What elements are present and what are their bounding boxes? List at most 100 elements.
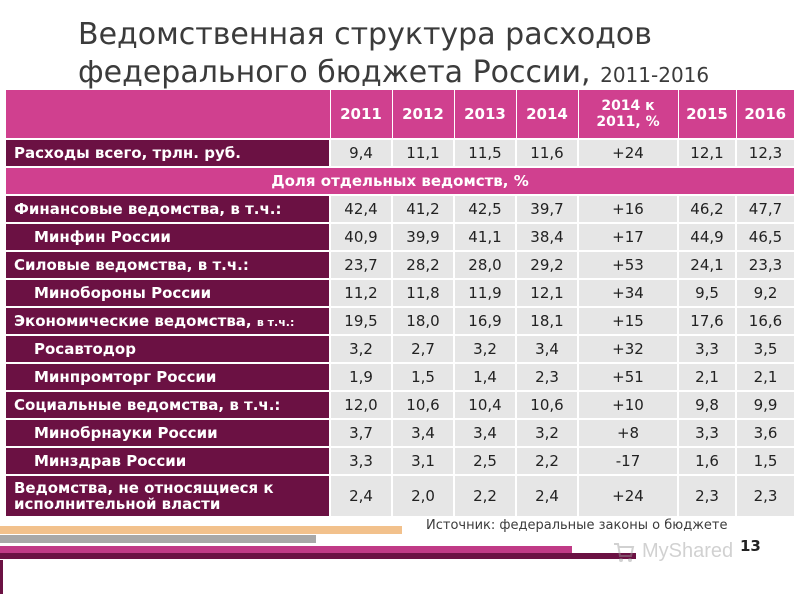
cell-value: +24 <box>577 138 678 167</box>
cell-value: 11,9 <box>453 278 516 307</box>
decor-bar-grey <box>0 535 316 543</box>
cell-value: 3,1 <box>391 446 454 475</box>
page-number: 13 <box>740 537 761 555</box>
cell-value: 19,5 <box>329 306 392 335</box>
section-heading: Доля отдельных ведомств, % <box>6 166 794 195</box>
cell-value: 29,2 <box>515 250 578 279</box>
cell-value: 1,5 <box>735 446 794 475</box>
cell-value: 40,9 <box>329 222 392 251</box>
slide-title: Ведомственная структура расходов федерал… <box>78 16 709 94</box>
header-2015: 2015 <box>677 90 736 139</box>
cell-value: 11,5 <box>453 138 516 167</box>
cell-value: +51 <box>577 362 678 391</box>
row-label: Минздрав России <box>6 446 330 475</box>
cell-value: 2,2 <box>453 474 516 516</box>
cell-value: 3,4 <box>391 418 454 447</box>
table-row: Минпромторг России 1,9 1,5 1,4 2,3 +51 2,1 2,1 <box>6 362 794 391</box>
header-row: 2011 2012 2013 2014 2014 к 2011, % 2015 … <box>6 90 794 139</box>
row-label: Минобрнауки России <box>6 418 330 447</box>
cell-value: 3,4 <box>515 334 578 363</box>
row-label-text: Минобрнауки России <box>34 424 218 442</box>
row-label: Расходы всего, трлн. руб. <box>6 138 330 167</box>
header-2014: 2014 <box>515 90 578 139</box>
cell-value: +34 <box>577 278 678 307</box>
row-label: Минпромторг России <box>6 362 330 391</box>
cell-value: +32 <box>577 334 678 363</box>
watermark-text: MyShared <box>642 540 734 562</box>
cell-value: +15 <box>577 306 678 335</box>
budget-table: 2011 2012 2013 2014 2014 к 2011, % 2015 … <box>6 90 794 516</box>
cell-value: -17 <box>577 446 678 475</box>
row-label-text: Финансовые ведомства, в т.ч.: <box>14 200 282 218</box>
cell-value: 24,1 <box>677 250 736 279</box>
cell-value: 46,2 <box>677 194 736 223</box>
cell-value: 2,7 <box>391 334 454 363</box>
cell-value: 41,1 <box>453 222 516 251</box>
cell-value: 38,4 <box>515 222 578 251</box>
cell-value: 3,6 <box>735 418 794 447</box>
row-label: Минфин России <box>6 222 330 251</box>
cell-value: +17 <box>577 222 678 251</box>
cell-value: 1,5 <box>391 362 454 391</box>
table-row: Социальные ведомства, в т.ч.: 12,0 10,6 10,… <box>6 390 794 419</box>
row-label: Силовые ведомства, в т.ч.: <box>6 250 330 279</box>
cell-value: 11,1 <box>391 138 454 167</box>
header-2013: 2013 <box>453 90 516 139</box>
cell-value: 2,3 <box>735 474 794 516</box>
cell-value: 17,6 <box>677 306 736 335</box>
cell-value: 3,7 <box>329 418 392 447</box>
cell-value: 2,3 <box>515 362 578 391</box>
cell-value: 9,4 <box>329 138 392 167</box>
table-row: Минздрав России 3,3 3,1 2,5 2,2 -17 1,6 1,5 <box>6 446 794 475</box>
cell-value: 23,7 <box>329 250 392 279</box>
header-2012: 2012 <box>391 90 454 139</box>
cell-value: 11,2 <box>329 278 392 307</box>
cart-icon <box>614 543 635 562</box>
table-row: Минобрнауки России 3,7 3,4 3,4 3,2 +8 3,3 3,6 <box>6 418 794 447</box>
table-row: Экономические ведомства, в т.ч.: 19,5 18,0… <box>6 306 794 335</box>
row-label-text: Минздрав России <box>34 452 187 470</box>
cell-value: 2,0 <box>391 474 454 516</box>
cell-value: 1,4 <box>453 362 516 391</box>
cell-value: 10,6 <box>391 390 454 419</box>
cell-value: 3,3 <box>329 446 392 475</box>
cell-value: 28,0 <box>453 250 516 279</box>
cell-value: 10,4 <box>453 390 516 419</box>
cell-value: 18,1 <box>515 306 578 335</box>
cell-value: 12,3 <box>735 138 794 167</box>
cell-value: 3,3 <box>677 418 736 447</box>
cell-value: 44,9 <box>677 222 736 251</box>
row-label-text: Минобороны России <box>34 284 212 302</box>
row-label: Росавтодор <box>6 334 330 363</box>
cell-value: 10,6 <box>515 390 578 419</box>
cell-value: 2,5 <box>453 446 516 475</box>
decor-line-vertical <box>0 560 3 594</box>
row-label-text: Экономические ведомства, <box>14 312 252 330</box>
table-row: Минфин России 40,9 39,9 41,1 38,4 +17 44,9 46,5 <box>6 222 794 251</box>
row-label: Минобороны России <box>6 278 330 307</box>
cell-value: 11,8 <box>391 278 454 307</box>
cell-value: 12,0 <box>329 390 392 419</box>
cell-value: 2,1 <box>735 362 794 391</box>
row-label-text: Минпромторг России <box>34 368 217 386</box>
cell-value: 2,2 <box>515 446 578 475</box>
source-note: Источник: федеральные законы о бюджете <box>426 518 728 533</box>
ministry-rows: Финансовые ведомства, в т.ч.: 42,4 41,2 42,… <box>6 194 794 516</box>
row-label: Экономические ведомства, в т.ч.: <box>6 306 330 335</box>
table-row: Ведомства, не относящиеся к исполнительн… <box>6 474 794 516</box>
cell-value: 16,9 <box>453 306 516 335</box>
decor-bar-gold <box>0 526 402 534</box>
cell-value: 23,3 <box>735 250 794 279</box>
cell-value: 1,9 <box>329 362 392 391</box>
table-row: Финансовые ведомства, в т.ч.: 42,4 41,2 42,… <box>6 194 794 223</box>
cell-value: +53 <box>577 250 678 279</box>
cell-value: +8 <box>577 418 678 447</box>
title-line-1: Ведомственная структура расходов <box>78 17 652 52</box>
table-row: Минобороны России 11,2 11,8 11,9 12,1 +34 9,5 9… <box>6 278 794 307</box>
header-corner <box>6 90 330 139</box>
cell-value: 9,5 <box>677 278 736 307</box>
header-2016: 2016 <box>735 90 794 139</box>
cell-value: 42,5 <box>453 194 516 223</box>
row-label-suffix: в т.ч.: <box>256 316 295 329</box>
cell-value: 47,7 <box>735 194 794 223</box>
